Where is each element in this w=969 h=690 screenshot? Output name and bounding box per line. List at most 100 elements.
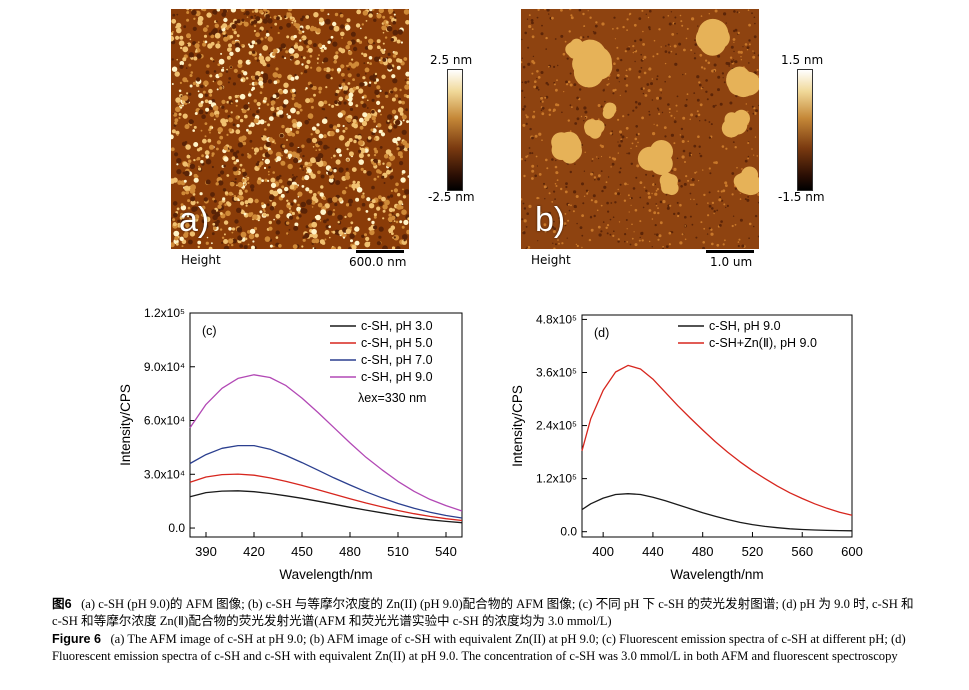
afm-grain (617, 118, 620, 121)
afm-grain (252, 240, 255, 243)
afm-grain (272, 245, 275, 248)
afm-grain (748, 62, 750, 64)
afm-grain (318, 90, 322, 94)
afm-grain (324, 238, 327, 241)
afm-grain (382, 15, 386, 19)
afm-b-colorbar-min: -1.5 nm (778, 190, 825, 204)
afm-grain (338, 89, 341, 92)
x-tick-label: 600 (841, 544, 863, 559)
afm-grain (190, 57, 194, 60)
afm-grain (220, 52, 223, 55)
afm-grain (307, 47, 313, 53)
y-tick-label: 0.0 (560, 525, 577, 539)
afm-grain (230, 9, 237, 13)
afm-grain (201, 205, 206, 210)
afm-grain (228, 100, 234, 105)
afm-grain (566, 57, 569, 60)
afm-grain (310, 157, 316, 164)
afm-grain (584, 110, 588, 114)
afm-grain (684, 215, 687, 219)
afm-grain (564, 224, 567, 227)
afm-grain (298, 214, 302, 218)
afm-grain (328, 225, 331, 229)
afm-grain (744, 43, 748, 46)
afm-grain (327, 146, 330, 149)
afm-grain (671, 231, 674, 234)
afm-grain (642, 58, 645, 61)
afm-grain (223, 156, 229, 162)
afm-grain (205, 179, 211, 185)
afm-grain (580, 115, 583, 118)
afm-grain (555, 88, 558, 92)
afm-grain (758, 104, 759, 107)
afm-grain (246, 16, 249, 18)
afm-grain (676, 95, 679, 98)
afm-grain (721, 72, 724, 75)
afm-grain (210, 192, 215, 197)
series-line (189, 473, 463, 522)
afm-grain (181, 191, 186, 196)
afm-grain (262, 158, 264, 161)
afm-grain (248, 233, 255, 240)
afm-grain (332, 230, 336, 234)
afm-grain (330, 77, 333, 80)
afm-grain (536, 70, 539, 73)
afm-grain (399, 112, 404, 116)
afm-grain (648, 113, 651, 116)
afm-a-colorbar-max: 2.5 nm (430, 53, 473, 67)
afm-grain (341, 190, 347, 195)
afm-grain (731, 172, 735, 175)
afm-grain (528, 147, 531, 149)
afm-grain (662, 246, 665, 248)
afm-grain (254, 75, 260, 80)
afm-grain (373, 177, 377, 181)
chart-c-svg: 390 420 450 480 510 5400.03.0x10⁴6.0x10⁴9.0x1… (118, 306, 463, 582)
afm-grain (545, 158, 548, 162)
afm-grain (528, 24, 532, 29)
afm-grain (234, 181, 237, 184)
afm-grain (557, 239, 559, 241)
afm-grain (218, 58, 225, 65)
afm-grain (260, 37, 264, 41)
afm-grain (303, 39, 309, 45)
afm-grain (376, 241, 381, 246)
afm-grain (756, 69, 759, 71)
afm-grain (569, 9, 572, 11)
afm-grain (221, 236, 225, 239)
afm-grain (751, 12, 753, 15)
afm-grain (278, 244, 282, 248)
afm-grain (373, 213, 377, 217)
afm-grain (698, 180, 700, 182)
afm-grain (654, 192, 658, 196)
afm-grain (398, 58, 403, 63)
afm-grain (712, 105, 716, 108)
afm-grain (188, 159, 192, 163)
afm-grain (348, 101, 354, 107)
afm-grain (294, 184, 298, 189)
chart-d: 400 440 480 520 560 600 0.0 1.2x10⁵ 2.4x10⁵ 3.6x1… (498, 295, 868, 590)
afm-grain (405, 20, 409, 25)
afm-grain (708, 227, 711, 230)
afm-grain (275, 213, 281, 219)
afm-grain (173, 230, 180, 237)
afm-grain (681, 24, 684, 27)
afm-grain (732, 59, 735, 61)
legend-entry: c-SH, pH 3.0 (361, 319, 433, 333)
afm-grain (395, 119, 401, 126)
afm-grain (379, 89, 382, 92)
afm-island (551, 131, 582, 164)
afm-grain (346, 140, 351, 145)
afm-grain (345, 186, 348, 189)
afm-grain (263, 166, 267, 170)
afm-grain (531, 21, 534, 25)
afm-grain (527, 245, 531, 249)
afm-grain (528, 204, 532, 208)
afm-grain (400, 145, 405, 150)
afm-grain (553, 82, 556, 84)
afm-grain (307, 168, 312, 173)
afm-grain (340, 24, 345, 29)
afm-grain (359, 147, 366, 154)
afm-image-a: a) (171, 9, 409, 249)
afm-grain (342, 129, 346, 133)
afm-grain (688, 154, 691, 157)
